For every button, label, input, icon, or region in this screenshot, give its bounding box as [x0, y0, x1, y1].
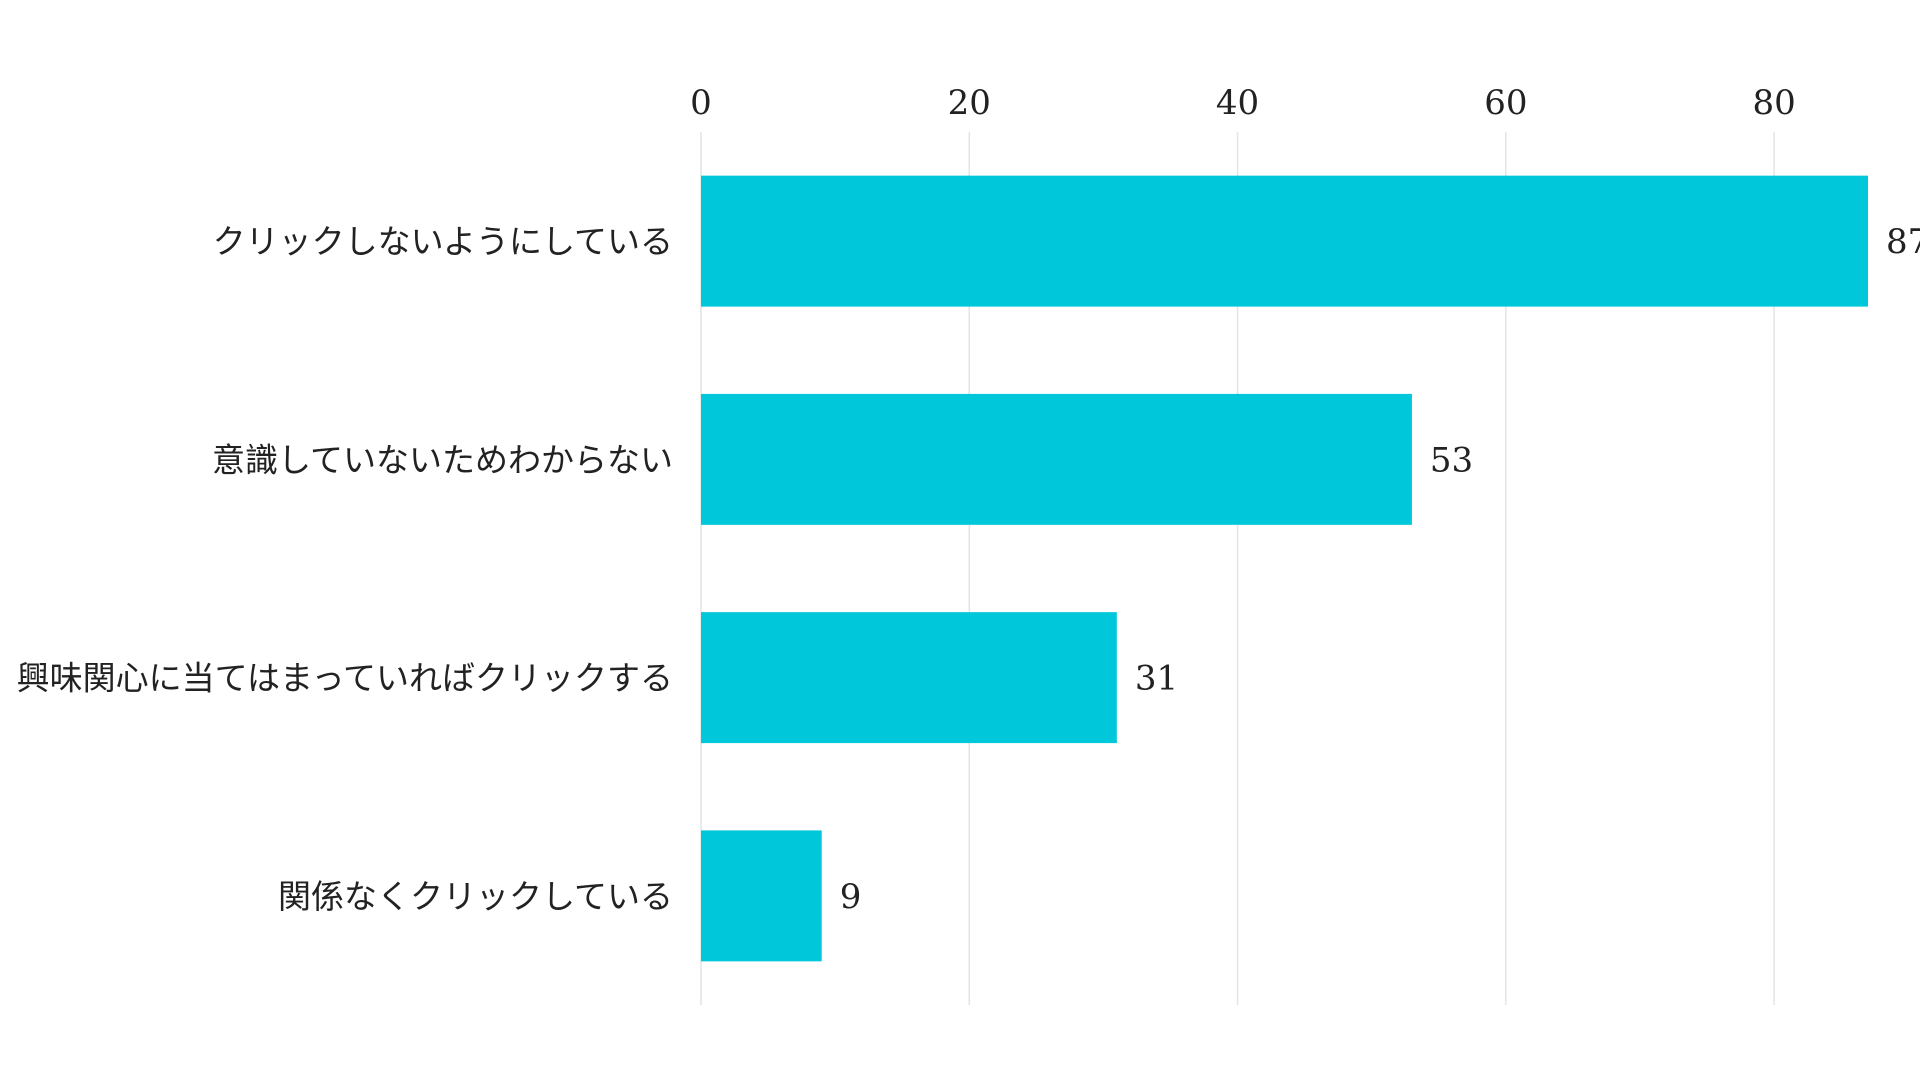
category-label: 興味関心に当てはまっていればクリックする — [17, 659, 673, 698]
x-axis-ticks: 0 20 40 60 80 — [690, 83, 1796, 123]
category-labels: クリックしないようにしている意識していないためわからない興味関心に当てはまってい… — [17, 222, 673, 916]
value-labels: 87 53 31 9 — [840, 222, 1920, 917]
category-label: クリックしないようにしている — [213, 222, 673, 261]
value-label: 87 — [1886, 222, 1920, 262]
bar — [701, 612, 1117, 744]
x-tick-label: 0 — [690, 83, 712, 123]
bars — [701, 175, 1868, 962]
x-tick-label: 60 — [1484, 83, 1527, 123]
value-label: 31 — [1135, 659, 1178, 699]
category-label: 関係なくクリックしている — [278, 877, 673, 916]
bar — [701, 393, 1412, 525]
value-label: 53 — [1430, 440, 1473, 480]
bar — [701, 175, 1868, 307]
bar — [701, 830, 822, 962]
x-tick-label: 40 — [1216, 83, 1259, 123]
category-label: 意識していないためわからない — [212, 440, 673, 479]
value-label: 9 — [840, 877, 862, 917]
x-tick-label: 80 — [1752, 83, 1795, 123]
x-tick-label: 20 — [948, 83, 991, 123]
